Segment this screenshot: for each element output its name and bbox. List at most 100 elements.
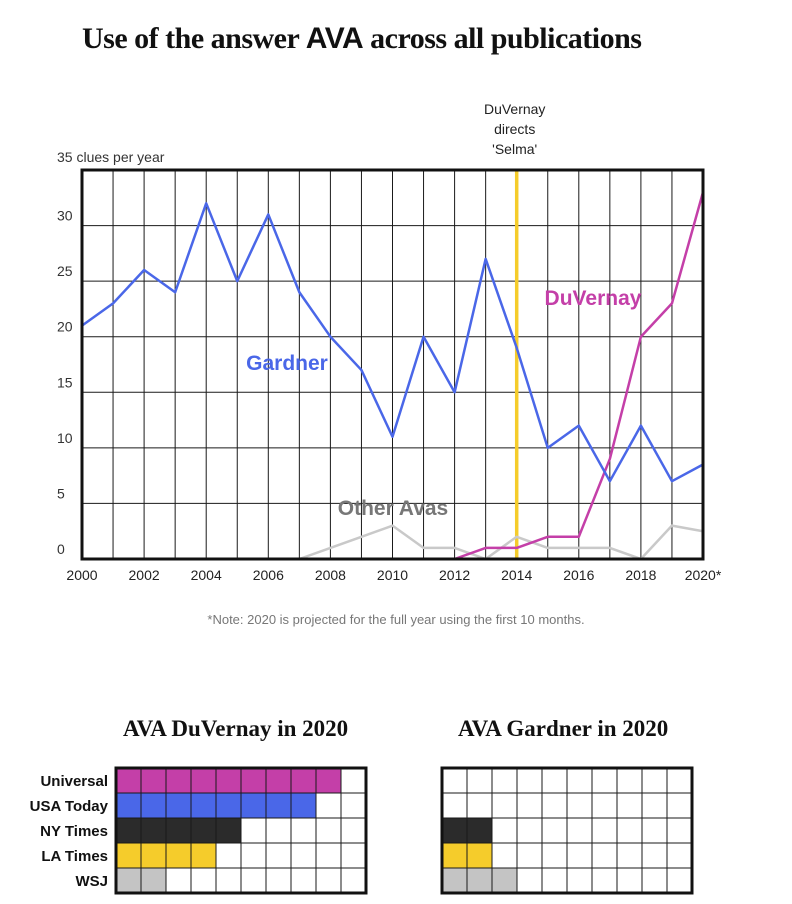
duvernay-waffle-grid <box>114 766 368 895</box>
waffle-cell-ny-times-filled <box>215 817 242 844</box>
waffle-cell-wsj-filled <box>491 867 518 894</box>
pub-label-universal: Universal <box>40 773 108 790</box>
waffle-cell-ny-times-empty <box>566 817 593 844</box>
waffle-cell-wsj-filled <box>140 867 167 894</box>
pub-label-ny-times: NY Times <box>40 823 108 840</box>
page-title: Use of the answer AVA across all publica… <box>82 22 642 56</box>
waffle-cell-usa-today-empty <box>315 792 342 819</box>
waffle-cell-la-times-empty <box>340 842 367 869</box>
waffle-cell-universal-empty <box>591 767 618 794</box>
waffle-cell-wsj-empty <box>315 867 342 894</box>
waffle-cell-wsj-empty <box>641 867 668 894</box>
waffle-cell-la-times-filled <box>165 842 192 869</box>
waffle-cell-la-times-empty <box>641 842 668 869</box>
selma-annotation-line-text: DuVernay <box>484 101 545 117</box>
x-tick-label: 2010 <box>377 567 408 583</box>
waffle-cell-usa-today-filled <box>215 792 242 819</box>
series-line-gardner <box>81 202 704 483</box>
waffle-cell-universal-empty <box>340 767 367 794</box>
series-line-other-avas <box>298 524 704 561</box>
waffle-cell-la-times-empty <box>516 842 543 869</box>
waffle-cell-ny-times-empty <box>591 817 618 844</box>
waffle-cell-la-times-empty <box>616 842 643 869</box>
waffle-cell-ny-times-filled <box>165 817 192 844</box>
waffle-frame <box>440 766 694 895</box>
waffle-cell-la-times-empty <box>240 842 267 869</box>
waffle-cell-ny-times-empty <box>516 817 543 844</box>
waffle-cell-universal-filled <box>290 767 317 794</box>
waffle-cell-universal-filled <box>115 767 142 794</box>
waffle-cell-universal-empty <box>541 767 568 794</box>
waffle-cell-universal-empty <box>491 767 518 794</box>
waffle-cell-la-times-empty <box>566 842 593 869</box>
x-tick-label: 2020* <box>685 567 722 583</box>
waffle-cell-wsj-empty <box>290 867 317 894</box>
y-tick-label: 5 <box>57 485 65 501</box>
waffle-cell-universal-filled <box>165 767 192 794</box>
waffle-cell-wsj-empty <box>165 867 192 894</box>
waffle-cell-la-times-empty <box>591 842 618 869</box>
x-tick-label: 2018 <box>625 567 656 583</box>
waffle-cell-wsj-empty <box>190 867 217 894</box>
y-axis-top-label: 35 clues per year <box>57 149 165 165</box>
waffle-cell-universal-filled <box>240 767 267 794</box>
waffle-cell-wsj-empty <box>566 867 593 894</box>
waffle-cell-usa-today-filled <box>265 792 292 819</box>
x-tick-label: 2004 <box>191 567 222 583</box>
waffle-cell-ny-times-filled <box>140 817 167 844</box>
waffle-cell-la-times-empty <box>315 842 342 869</box>
duvernay-grid-title: AVA DuVernay in 2020 <box>123 716 349 741</box>
waffle-cell-universal-filled <box>315 767 342 794</box>
waffle-frame <box>114 766 368 895</box>
waffle-cell-wsj-empty <box>541 867 568 894</box>
waffle-cell-wsj-empty <box>616 867 643 894</box>
waffle-cell-usa-today-empty <box>516 792 543 819</box>
waffle-cell-ny-times-empty <box>340 817 367 844</box>
series-line-duvernay <box>454 191 705 561</box>
waffle-cell-usa-today-filled <box>165 792 192 819</box>
waffle-cell-universal-filled <box>140 767 167 794</box>
selma-annotation-line-text: directs <box>494 121 535 137</box>
waffle-cell-wsj-empty <box>516 867 543 894</box>
pub-label-la-times: LA Times <box>41 848 108 865</box>
selma-annotation-line-text: 'Selma' <box>492 141 537 157</box>
waffle-cell-ny-times-empty <box>240 817 267 844</box>
title-answer-word: AVA <box>305 22 364 55</box>
waffle-cell-usa-today-empty <box>491 792 518 819</box>
gardner-waffle-grid <box>440 766 694 895</box>
clues-line-chart: 0 5 10 15 20 25 30 35 clues per year 2000 2002 200… <box>57 101 722 583</box>
waffle-cell-la-times-empty <box>666 842 693 869</box>
waffle-cell-la-times-filled <box>190 842 217 869</box>
waffle-cell-universal-empty <box>566 767 593 794</box>
waffle-cell-universal-empty <box>641 767 668 794</box>
series-label-gardner: Gardner <box>246 352 328 375</box>
waffle-cell-usa-today-filled <box>290 792 317 819</box>
waffle-cell-universal-filled <box>265 767 292 794</box>
waffle-cell-la-times-filled <box>140 842 167 869</box>
waffle-cell-la-times-empty <box>290 842 317 869</box>
waffle-cell-ny-times-empty <box>666 817 693 844</box>
waffle-cell-la-times-empty <box>491 842 518 869</box>
waffle-cell-ny-times-filled <box>190 817 217 844</box>
gardner-grid-title: AVA Gardner in 2020 <box>458 716 669 741</box>
waffle-cell-la-times-filled <box>115 842 142 869</box>
waffle-cell-la-times-empty <box>215 842 242 869</box>
waffle-cell-usa-today-filled <box>240 792 267 819</box>
waffle-cell-ny-times-empty <box>541 817 568 844</box>
waffle-cell-wsj-empty <box>265 867 292 894</box>
waffle-cell-ny-times-filled <box>441 817 468 844</box>
waffle-cell-wsj-filled <box>466 867 493 894</box>
y-tick-label: 10 <box>57 430 73 446</box>
waffle-cell-ny-times-empty <box>290 817 317 844</box>
waffle-cell-ny-times-filled <box>115 817 142 844</box>
waffle-cell-usa-today-empty <box>666 792 693 819</box>
waffle-cell-universal-filled <box>190 767 217 794</box>
waffle-cell-ny-times-empty <box>641 817 668 844</box>
waffle-cell-wsj-empty <box>591 867 618 894</box>
waffle-cell-usa-today-empty <box>466 792 493 819</box>
waffle-cell-la-times-filled <box>466 842 493 869</box>
waffle-cell-ny-times-empty <box>491 817 518 844</box>
title-prefix: Use of the answer <box>82 22 299 55</box>
waffle-cell-usa-today-filled <box>140 792 167 819</box>
waffle-cell-la-times-filled <box>441 842 468 869</box>
